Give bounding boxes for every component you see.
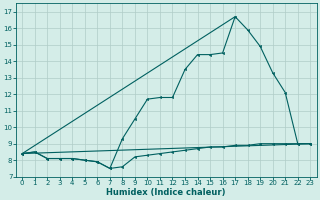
X-axis label: Humidex (Indice chaleur): Humidex (Indice chaleur) xyxy=(107,188,226,197)
